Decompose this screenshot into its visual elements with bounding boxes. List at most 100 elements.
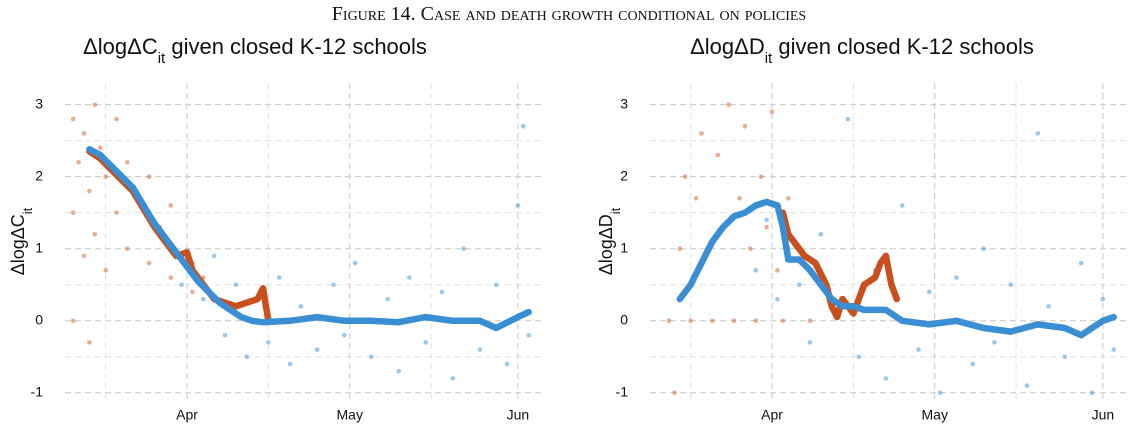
- scatter-point: [103, 174, 108, 179]
- scatter-point: [1111, 347, 1117, 352]
- scatter-point: [222, 332, 228, 338]
- scatter-point: [883, 376, 889, 381]
- scatter-point: [693, 195, 699, 201]
- scatter-point: [954, 275, 959, 280]
- scatter-point: [737, 195, 742, 201]
- scatter-point: [81, 131, 87, 136]
- scatter-point: [233, 282, 239, 288]
- scatter-point: [715, 152, 721, 158]
- scatter-point: [699, 131, 704, 136]
- scatter-point: [385, 296, 391, 302]
- scatter-point: [168, 203, 174, 208]
- scatter-point: [146, 174, 152, 179]
- scatter-point: [125, 159, 130, 165]
- scatter-point: [190, 289, 195, 295]
- scatter-point: [981, 246, 986, 252]
- figure-caption: Figure 14. Case and death growth conditi…: [332, 3, 806, 25]
- x-tick-label: Apr: [761, 407, 783, 423]
- scatter-point: [168, 275, 174, 280]
- scatter-point: [521, 123, 526, 129]
- y-tick-label: 0: [620, 311, 628, 327]
- y-axis-label: ΔlogΔDit: [596, 207, 623, 275]
- scatter-point: [742, 123, 748, 129]
- chart-title: ΔlogΔDit given closed K-12 schools: [690, 34, 1034, 67]
- scatter-point: [103, 268, 108, 273]
- trend-line: [779, 209, 901, 321]
- scatter-point: [461, 246, 466, 252]
- scatter-point: [1035, 131, 1041, 136]
- scatter-point: [682, 174, 688, 179]
- text-rest: given closed K-12 schools: [165, 34, 427, 59]
- y-tick-label: 1: [35, 239, 43, 255]
- text-main: ΔlogΔC: [83, 34, 158, 59]
- text-subscript: it: [158, 50, 166, 67]
- scatter-point: [70, 116, 76, 122]
- scatter-point: [769, 109, 775, 115]
- scatter-point: [125, 246, 130, 252]
- scatter-point: [81, 253, 87, 259]
- scatter-point: [710, 318, 715, 324]
- scatter-point: [407, 275, 412, 280]
- y-tick-label: -1: [31, 383, 44, 399]
- scatter-point: [1100, 296, 1106, 302]
- scatter-point: [70, 318, 76, 324]
- y-tick-label: 2: [35, 167, 43, 183]
- scatter-point: [753, 268, 759, 273]
- scatter-point: [780, 318, 786, 324]
- scatter-point: [726, 102, 731, 107]
- scatter-point: [87, 340, 92, 345]
- scatter-point: [845, 116, 851, 122]
- scatter-point: [992, 340, 997, 345]
- scatter-point: [916, 347, 921, 352]
- scatter-point: [477, 347, 483, 352]
- scatter-point: [515, 203, 521, 208]
- scatter-point: [526, 332, 532, 338]
- scatter-point: [1008, 282, 1013, 288]
- scatter-point: [396, 368, 401, 374]
- scatter-point: [276, 275, 282, 280]
- x-tick-label: Apr: [176, 407, 198, 423]
- y-tick-label: 3: [35, 95, 43, 111]
- scatter-point: [1046, 304, 1051, 309]
- scatter-point: [807, 318, 813, 324]
- scatter-point: [1078, 260, 1084, 266]
- scatter-point: [731, 318, 737, 324]
- scatter-point: [87, 188, 92, 194]
- scatter-point: [92, 231, 98, 237]
- scatter-point: [146, 260, 152, 266]
- scatter-point: [504, 361, 510, 367]
- scatter-point: [211, 253, 217, 259]
- scatter-point: [927, 289, 932, 295]
- text-main: ΔlogΔC: [8, 214, 28, 275]
- scatter-point: [244, 354, 249, 360]
- scatter-point: [201, 296, 206, 302]
- y-tick-label: 3: [620, 95, 628, 111]
- y-tick-label: 0: [35, 311, 43, 327]
- chart-title: ΔlogΔCit given closed K-12 schools: [83, 34, 427, 67]
- scatter-point: [423, 340, 428, 345]
- scatter-point: [450, 376, 456, 381]
- scatter-point: [937, 390, 943, 396]
- y-tick-label: -1: [616, 383, 629, 399]
- x-tick-label: Jun: [507, 407, 530, 423]
- text-main: ΔlogΔD: [690, 34, 765, 59]
- scatter-point: [114, 116, 119, 122]
- scatter-point: [1024, 383, 1030, 388]
- trend-line: [86, 146, 532, 332]
- scatter-point: [899, 203, 905, 208]
- scatter-point: [970, 361, 976, 367]
- scatter-point: [775, 296, 780, 302]
- text-subscript: it: [608, 207, 623, 214]
- scatter-point: [856, 354, 862, 360]
- y-tick-label: 2: [620, 167, 628, 183]
- scatter-point: [76, 159, 81, 165]
- scatter-point: [677, 246, 683, 252]
- scatter-point: [314, 347, 320, 352]
- scatter-point: [298, 304, 304, 309]
- text-main: ΔlogΔD: [596, 214, 616, 275]
- scatter-point: [758, 174, 764, 179]
- scatter-point: [753, 318, 759, 324]
- scatter-point: [493, 282, 499, 288]
- scatter-point: [807, 340, 813, 345]
